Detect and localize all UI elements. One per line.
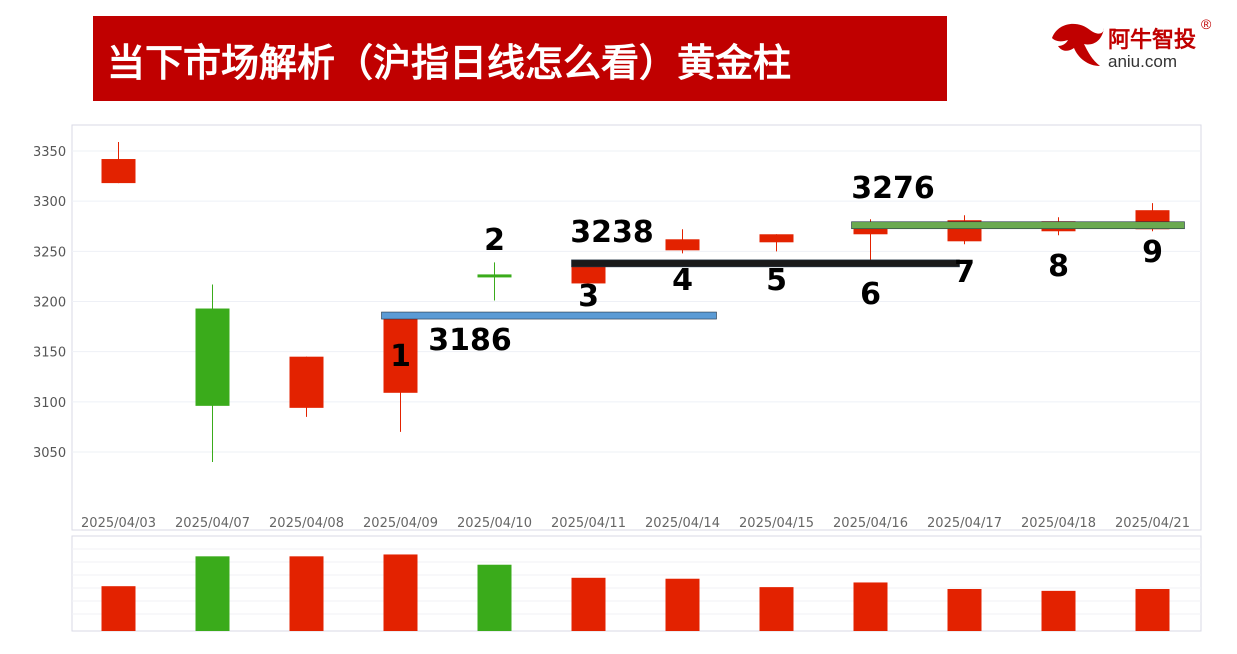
- volume-bar: [665, 578, 700, 631]
- y-tick-label: 3200: [33, 296, 66, 311]
- x-tick-label: 2025/04/10: [457, 516, 532, 531]
- candle-body: [759, 234, 794, 243]
- volume-bar: [853, 582, 888, 631]
- candle-body: [665, 239, 700, 251]
- volume-plot-frame: [71, 535, 1202, 632]
- candle-body: [571, 263, 606, 284]
- candle-number-label: 2: [484, 223, 505, 258]
- volume-bar: [383, 554, 418, 631]
- x-tick-label: 2025/04/17: [927, 516, 1002, 531]
- candle-number-label: 7: [954, 255, 975, 290]
- support-label-3238: 3238: [570, 215, 654, 250]
- y-tick-label: 3300: [33, 195, 66, 210]
- support-label-3276: 3276: [851, 171, 935, 206]
- support-line-3238: [571, 259, 960, 268]
- logo-name-cn: 阿牛智投: [1108, 28, 1197, 53]
- x-tick-label: 2025/04/16: [833, 516, 908, 531]
- candle-body: [289, 356, 324, 408]
- price-plot-frame: [71, 124, 1202, 531]
- candle-body: [101, 159, 136, 184]
- volume-bar: [571, 577, 606, 631]
- x-tick-label: 2025/04/11: [551, 516, 626, 531]
- volume-bar: [289, 556, 324, 631]
- y-tick-label: 3100: [33, 396, 66, 411]
- candle-number-label: 8: [1048, 249, 1069, 284]
- volume-bar: [947, 588, 982, 631]
- x-tick-label: 2025/04/09: [363, 516, 438, 531]
- volume-bar: [477, 564, 512, 631]
- y-tick-label: 3050: [33, 446, 66, 461]
- candle-number-label: 9: [1142, 235, 1163, 270]
- volume-bar: [1041, 590, 1076, 631]
- support-label-3186: 3186: [428, 323, 512, 358]
- candle-body: [853, 225, 888, 235]
- candle-number-label: 3: [578, 279, 599, 314]
- candle-number-label: 4: [672, 263, 693, 298]
- brand-logo: 阿牛智投 aniu.com ®: [1048, 16, 1223, 76]
- x-tick-label: 2025/04/14: [645, 516, 720, 531]
- volume-bar: [1135, 588, 1170, 631]
- support-line-3276: [851, 221, 1185, 230]
- y-tick-label: 3150: [33, 346, 66, 361]
- candle-number-label: 5: [766, 263, 787, 298]
- candle-body: [383, 315, 418, 393]
- support-line-3186: [381, 311, 717, 320]
- candle-number-label: 1: [390, 339, 411, 374]
- x-tick-label: 2025/04/08: [269, 516, 344, 531]
- x-tick-label: 2025/04/15: [739, 516, 814, 531]
- bull-logo-icon: [1052, 23, 1104, 66]
- x-tick-label: 2025/04/03: [81, 516, 156, 531]
- logo-domain: aniu.com: [1108, 52, 1177, 71]
- volume-bar: [101, 586, 136, 631]
- registered-mark: ®: [1201, 16, 1212, 32]
- y-tick-label: 3350: [33, 145, 66, 160]
- candle-body: [477, 274, 512, 278]
- page-title: 当下市场解析（沪指日线怎么看）黄金柱: [107, 41, 792, 85]
- candle-body: [195, 308, 230, 406]
- candle-number-label: 6: [860, 277, 881, 312]
- volume-bar: [759, 587, 794, 631]
- x-tick-label: 2025/04/21: [1115, 516, 1190, 531]
- y-tick-label: 3250: [33, 245, 66, 260]
- x-tick-label: 2025/04/07: [175, 516, 250, 531]
- volume-bar: [195, 556, 230, 631]
- x-tick-label: 2025/04/18: [1021, 516, 1096, 531]
- title-banner: 当下市场解析（沪指日线怎么看）黄金柱: [93, 16, 947, 101]
